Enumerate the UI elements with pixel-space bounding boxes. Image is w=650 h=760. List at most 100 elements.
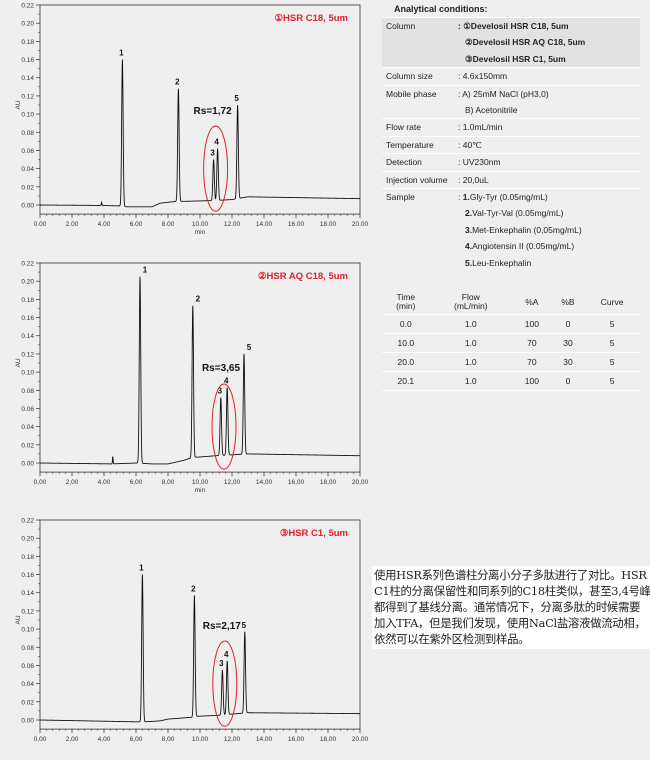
resolution-annotation: Rs=3,65 [202, 363, 241, 374]
peak-label: 1 [139, 564, 144, 573]
x-tick-label: 4,00 [98, 736, 111, 743]
chromatogram-trace [40, 59, 360, 208]
condition-row: Detection : UV230nm [382, 153, 640, 170]
y-tick-label: 0.10 [21, 627, 34, 634]
conditions-heading: Analytical conditions: [394, 4, 488, 14]
y-tick-label: 0.02 [21, 699, 34, 706]
y-tick-label: 0.20 [21, 21, 34, 28]
y-tick-label: 0.04 [21, 681, 34, 688]
table-row: 0.0 1.0 100 0 5 [382, 314, 640, 334]
table-cell: 20.0 [382, 352, 430, 372]
condition-row: Injection volume : 20,0uL [382, 170, 640, 188]
table-cell: 5 [584, 371, 640, 391]
x-tick-label: 8,00 [162, 736, 175, 743]
resolution-annotation: Rs=2,17 [203, 621, 242, 632]
condition-label: Mobile phase [386, 88, 437, 99]
x-tick-label: 6,00 [130, 479, 143, 486]
table-cell: 30 [551, 352, 585, 372]
table-row: 20.1 1.0 100 0 5 [382, 371, 640, 391]
table-cell: 0.0 [382, 314, 430, 334]
condition-value: ③Develosil HSR C1, 5um [465, 53, 566, 64]
condition-row: Column: ①Develosil HSR C18, 5um ②Develosi… [382, 17, 640, 68]
peak-label: 4 [214, 138, 219, 147]
peak-label: 5 [242, 621, 247, 630]
x-tick-label: 14,00 [256, 479, 273, 486]
y-tick-label: 0.16 [21, 315, 34, 322]
x-tick-label: 16,00 [288, 736, 305, 743]
y-tick-label: 0.00 [21, 718, 34, 725]
x-tick-label: 10.00 [192, 221, 209, 228]
x-tick-label: 18,00 [320, 736, 337, 743]
y-tick-label: 0.00 [21, 461, 34, 468]
condition-value: 2.Val-Tyr-Val (0.05mg/mL) [465, 208, 564, 219]
chromatogram-trace [40, 276, 360, 465]
y-tick-label: 0.20 [21, 536, 34, 543]
condition-row: Column size: 4.6x150mm [382, 67, 640, 84]
x-tick-label: 20,00 [352, 479, 369, 486]
resolution-ellipse [203, 125, 229, 212]
peak-label: 3 [210, 149, 215, 158]
y-tick-label: 0.14 [21, 590, 34, 597]
chromatogram-trace [40, 574, 360, 723]
table-cell: 20.1 [382, 371, 430, 391]
x-tick-label: 16,00 [288, 479, 305, 486]
y-tick-label: 0.08 [21, 645, 34, 652]
y-tick-label: 0.16 [21, 57, 34, 64]
condition-label: Temperature [386, 139, 434, 150]
y-tick-label: 0.00 [21, 203, 34, 210]
table-row: 10.0 1.0 70 30 5 [382, 333, 640, 353]
y-axis-label: AU [15, 100, 22, 109]
x-tick-label: 0,00 [34, 479, 47, 486]
table-cell: 0 [551, 314, 585, 334]
condition-value: : 1.Gly-Tyr (0.05mg/mL) [458, 191, 548, 202]
x-tick-label: 8,00 [162, 479, 175, 486]
y-tick-label: 0.12 [21, 93, 34, 100]
condition-label: Injection volume [386, 174, 448, 185]
y-tick-label: 0.04 [21, 166, 34, 173]
y-tick-label: 0.10 [21, 370, 34, 377]
chromatogram-1: 0.00 0.02 0.04 0.06 0.08 0.10 0.12 0.14 0.16 0.18… [0, 0, 370, 245]
y-tick-label: 0.08 [21, 388, 34, 395]
chart-svg: 0.00 0.02 0.04 0.06 0.08 0.10 0.12 0.14 0.16 0.18… [15, 261, 369, 495]
x-tick-label: 6,00 [130, 736, 143, 743]
chromatogram-2: 0.00 0.02 0.04 0.06 0.08 0.10 0.12 0.14 0.16 0.18… [0, 258, 370, 503]
condition-value: 3.Met-Enkephalin (0,05mg/mL) [465, 224, 582, 235]
column-header: Curve [584, 290, 640, 315]
x-tick-label: 4.00 [98, 221, 111, 228]
condition-value: : UV230nm [458, 157, 501, 168]
x-tick-label: 8.00 [162, 221, 175, 228]
table-cell: 100 [511, 371, 552, 391]
table-cell: 5 [584, 314, 640, 334]
condition-label: Detection [386, 157, 422, 168]
table-cell: 70 [511, 352, 552, 372]
condition-value: : 20,0uL [458, 174, 489, 185]
resolution-ellipse [211, 383, 237, 470]
condition-value: 5.Leu-Enkephalin [465, 257, 532, 268]
table-cell: 30 [551, 333, 585, 353]
table-cell: 1.0 [429, 314, 512, 334]
y-tick-label: 0.06 [21, 663, 34, 670]
table-cell: 1.0 [429, 333, 512, 353]
x-tick-label: 14.00 [256, 221, 273, 228]
x-tick-label: 20.00 [352, 221, 369, 228]
y-tick-label: 0.16 [21, 572, 34, 579]
chromatogram-3: 0.00 0.02 0.04 0.06 0.08 0.10 0.12 0.14 0.16 0.18… [0, 515, 370, 760]
x-tick-label: 0,00 [34, 736, 47, 743]
x-tick-label: 12.00 [224, 221, 241, 228]
y-tick-label: 0.20 [21, 279, 34, 286]
y-tick-label: 0.04 [21, 424, 34, 431]
chart-title: ③HSR C1, 5um [280, 528, 348, 539]
x-tick-label: 4,00 [98, 479, 111, 486]
chart-title: ②HSR AQ C18, 5um [258, 271, 348, 282]
peak-label: 2 [196, 295, 201, 304]
table-cell: 10.0 [382, 333, 430, 353]
condition-value: ②Develosil HSR AQ C18, 5um [465, 37, 586, 48]
x-axis-label: min [195, 487, 206, 494]
peak-label: 4 [224, 377, 229, 386]
y-tick-label: 0.14 [21, 333, 34, 340]
plot-frame [39, 519, 361, 730]
y-tick-label: 0.18 [21, 554, 34, 561]
table-cell: 1.0 [429, 371, 512, 391]
y-axis-label: AU [15, 358, 22, 367]
x-tick-label: 18.00 [320, 221, 337, 228]
